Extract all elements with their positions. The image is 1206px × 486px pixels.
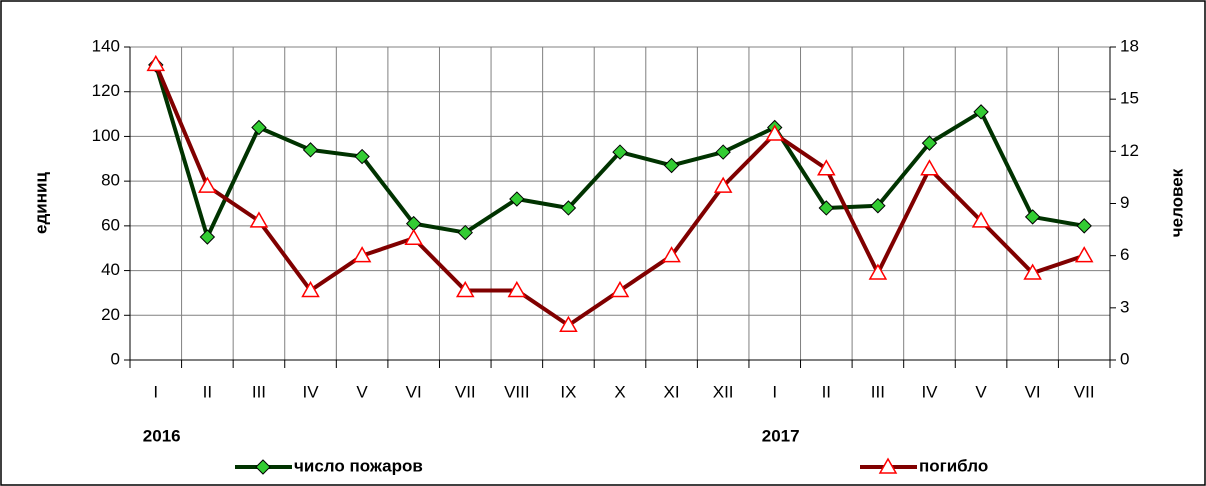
data-point (973, 104, 989, 120)
x-tick-label: V (356, 382, 368, 401)
y-tick-label: 60 (101, 215, 120, 234)
data-point (868, 263, 888, 280)
data-point (715, 144, 731, 160)
data-point (507, 280, 527, 298)
data-point (817, 159, 836, 176)
legend-marker (255, 459, 271, 475)
data-point (818, 200, 835, 216)
x-tick-label: II (203, 382, 212, 401)
data-point (251, 119, 267, 136)
y2-tick-label: 3 (1120, 297, 1129, 316)
data-point (354, 148, 370, 165)
legend-label: число пожаров (294, 456, 423, 475)
data-point (404, 228, 423, 246)
y2-tick-label: 18 (1120, 36, 1139, 55)
x-tick-label: XII (713, 382, 734, 401)
y2-tick-label: 0 (1120, 349, 1129, 368)
y-tick-label: 120 (92, 81, 120, 100)
data-point (560, 200, 577, 216)
x-tick-label: IX (560, 382, 576, 401)
data-point (559, 315, 578, 332)
y-axis-label: единиц (31, 172, 50, 234)
data-point (1076, 218, 1092, 234)
data-point (199, 229, 216, 245)
y-tick-label: 0 (111, 349, 120, 368)
data-point (198, 176, 217, 193)
x-tick-label: IV (302, 382, 319, 401)
data-point (662, 246, 681, 263)
x-tick-label: IV (921, 382, 938, 401)
x-tick-label: VIII (504, 382, 530, 401)
y-tick-label: 140 (92, 36, 120, 55)
legend-label: погибло (919, 456, 988, 475)
data-point (612, 144, 628, 160)
plot-area (129, 46, 1111, 361)
data-point (352, 246, 372, 263)
year-label: 2017 (762, 426, 800, 445)
data-point (1023, 263, 1042, 280)
x-tick-label: VII (455, 382, 476, 401)
data-point (457, 224, 473, 241)
data-point (302, 142, 319, 158)
y2-tick-label: 9 (1120, 193, 1129, 212)
data-point (870, 198, 886, 214)
y2-axis-label: человек (1167, 168, 1186, 237)
x-tick-label: I (153, 382, 158, 401)
x-tick-label: VI (406, 382, 422, 401)
x-tick-label: III (871, 382, 885, 401)
x-tick-label: III (252, 382, 266, 401)
data-point (971, 211, 991, 228)
x-tick-label: V (975, 382, 987, 401)
data-point (146, 54, 166, 72)
y-tick-label: 40 (101, 260, 120, 279)
legend-marker (878, 457, 898, 474)
data-point (1074, 246, 1094, 263)
x-tick-label: VI (1025, 382, 1041, 401)
data-point (713, 176, 733, 193)
data-point (921, 135, 938, 151)
y2-tick-label: 6 (1120, 245, 1129, 264)
data-point (509, 191, 525, 207)
data-point (765, 124, 785, 141)
data-point (301, 280, 320, 298)
x-tick-label: XI (664, 382, 680, 401)
y2-tick-label: 15 (1120, 89, 1139, 108)
data-point (1024, 209, 1041, 225)
data-point (920, 159, 939, 176)
x-tick-label: I (772, 382, 777, 401)
data-point (249, 211, 269, 228)
y-tick-label: 80 (101, 171, 120, 190)
x-tick-label: VII (1074, 382, 1095, 401)
data-point (663, 157, 680, 174)
x-tick-label: X (614, 382, 625, 401)
y2-tick-label: 12 (1120, 141, 1139, 160)
y-tick-label: 20 (101, 305, 120, 324)
x-tick-label: II (822, 382, 831, 401)
y-tick-label: 100 (92, 126, 120, 145)
data-point (610, 280, 630, 298)
data-point (455, 280, 475, 298)
year-label: 2016 (143, 426, 181, 445)
